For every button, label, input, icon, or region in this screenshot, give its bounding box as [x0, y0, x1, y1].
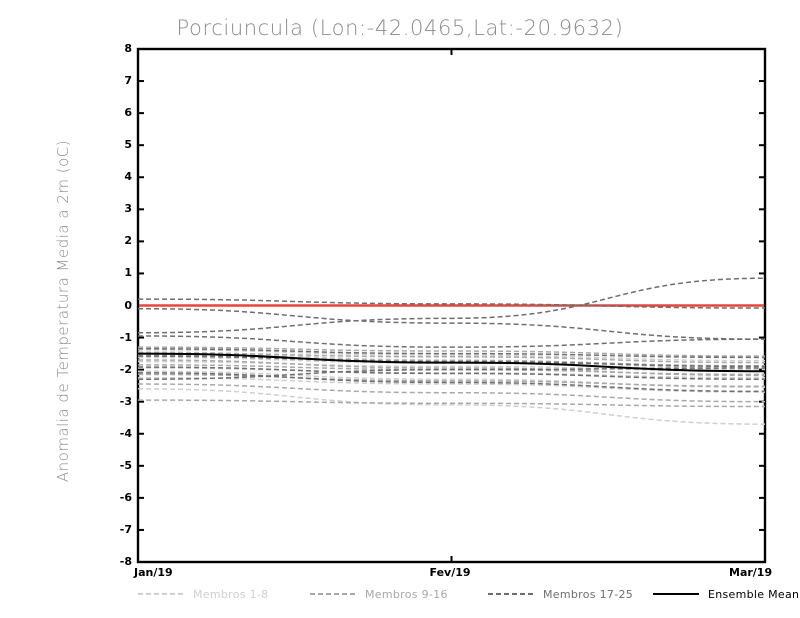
series-line [137, 373, 766, 388]
legend-swatch-icon [653, 593, 699, 595]
series-line [137, 376, 766, 393]
y-tick-label: -3 [119, 394, 132, 408]
y-tick-label: -7 [119, 522, 132, 536]
legend-swatch-icon [310, 593, 356, 595]
x-tick-label: Mar/19 [729, 566, 773, 579]
legend-label: Membros 9-16 [365, 587, 448, 601]
x-axis-ticks [137, 49, 766, 562]
series-line [137, 277, 766, 334]
chart-legend: Membros 1-8 Membros 9-16 Membros 17-25 Ense… [138, 585, 799, 605]
legend-swatch-icon [138, 593, 184, 595]
series-line [137, 383, 766, 403]
series-line [137, 366, 766, 380]
legend-swatch-icon [488, 593, 534, 595]
series-line [137, 388, 766, 425]
y-tick-label: 7 [124, 74, 132, 88]
y-tick-label: -5 [119, 458, 132, 472]
y-tick-label: 5 [124, 138, 132, 152]
y-tick-label: 8 [124, 42, 132, 55]
y-tick-label: -2 [119, 362, 132, 376]
legend-item[interactable]: Membros 9-16 [310, 585, 448, 603]
legend-label: Membros 1-8 [193, 587, 269, 601]
series-line [137, 360, 766, 372]
y-tick-label: -8 [119, 555, 132, 568]
legend-label: Ensemble Mean [708, 587, 800, 601]
x-tick-label: Fev/19 [429, 566, 471, 579]
y-tick-label: 4 [124, 170, 132, 184]
series-line [137, 352, 766, 364]
y-tick-label: 6 [124, 106, 132, 120]
y-tick-label: 2 [124, 234, 132, 248]
legend-item[interactable]: Membros 17-25 [488, 585, 633, 603]
series-group-membros-17-25 [137, 277, 766, 393]
y-tick-label: 3 [124, 202, 132, 216]
y-tick-label: -1 [119, 330, 132, 344]
series-line [137, 399, 766, 408]
y-tick-label: -6 [119, 490, 132, 504]
series-line [137, 372, 766, 393]
x-tick-label: Jan/19 [134, 566, 173, 579]
series-line [137, 307, 766, 340]
y-tick-label: -4 [119, 426, 132, 440]
series-line [137, 298, 766, 309]
series-ensemble-mean [137, 352, 766, 373]
series-line [137, 335, 766, 348]
series-line [137, 352, 766, 373]
chart-title: Porciuncula (Lon:-42.0465,Lat:-20.9632) [176, 16, 624, 40]
y-tick-label: 0 [124, 298, 132, 312]
series-line [137, 348, 766, 359]
legend-item[interactable]: Membros 1-8 [138, 585, 268, 603]
legend-label: Membros 17-25 [543, 587, 634, 601]
series-line [137, 349, 766, 362]
series-line [137, 346, 766, 357]
legend-item[interactable]: Ensemble Mean [653, 585, 799, 603]
series-line [137, 355, 766, 368]
y-tick-label: 1 [124, 266, 132, 280]
